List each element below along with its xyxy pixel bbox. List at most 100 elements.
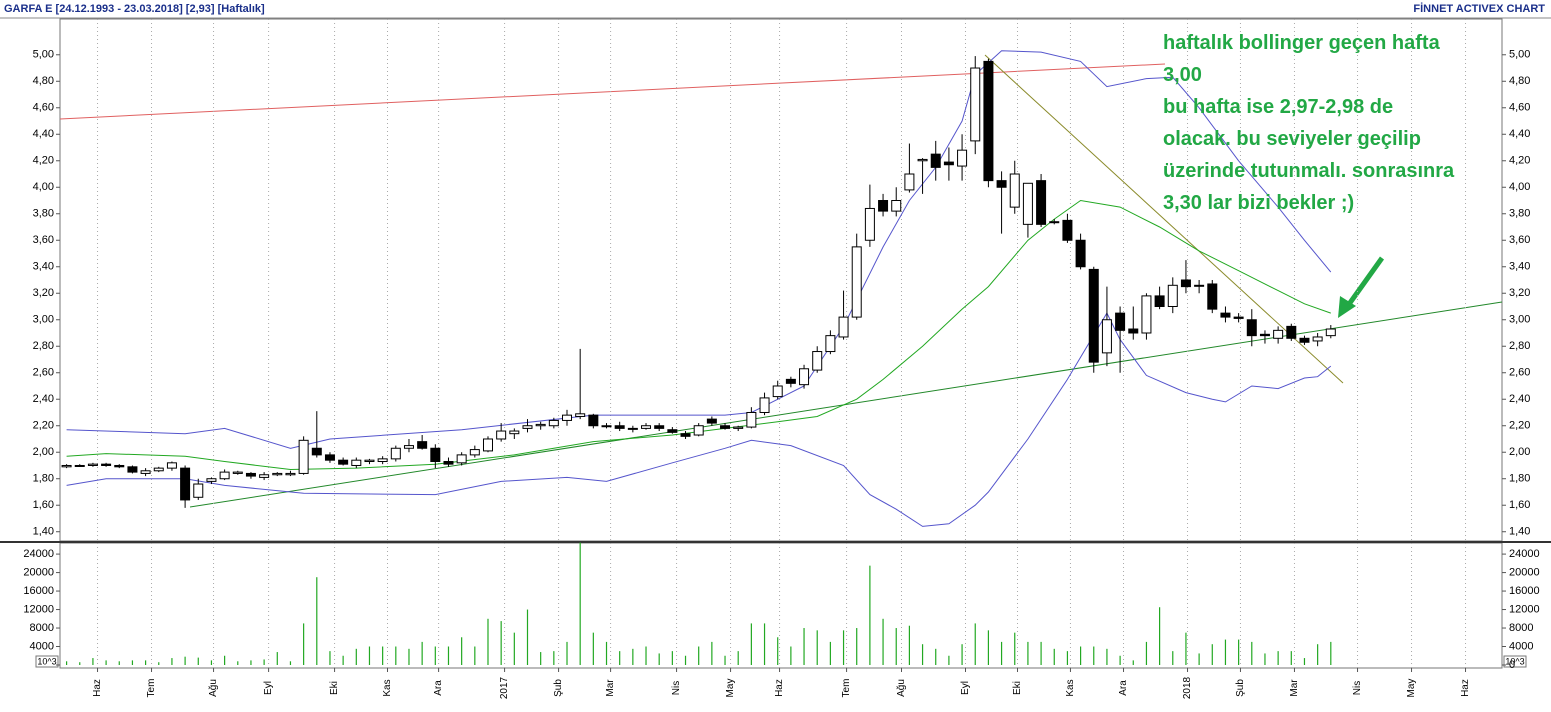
y-tick-label: 3,40: [1509, 261, 1530, 273]
candle-body: [219, 471, 230, 480]
x-tick-label: Haz: [1460, 679, 1471, 697]
x-tick-label: Ağu: [208, 679, 219, 697]
candle-body: [403, 445, 414, 449]
x-tick-label: Eki: [329, 681, 340, 695]
candle-body: [1075, 239, 1086, 268]
candle-body: [785, 378, 796, 384]
x-tick-label: Tem: [841, 679, 852, 698]
y-tick-label: 4,60: [1509, 102, 1530, 114]
candle-body: [311, 447, 322, 456]
annotation: olacak. bu seviyeler geçilip: [1163, 128, 1421, 150]
candle-body: [851, 246, 862, 318]
candle-body: [746, 411, 757, 428]
annotation: 3,00: [1163, 64, 1202, 86]
x-tick-label: Eyl: [960, 681, 971, 695]
candle-body: [140, 470, 151, 474]
candle-body: [1220, 312, 1231, 318]
y-tick-label: 4,80: [33, 75, 54, 87]
y-tick-label: 2,00: [1509, 446, 1530, 458]
candle-body: [878, 200, 889, 212]
x-tick-label: Nis: [1352, 681, 1363, 695]
y2-tick-label: 24000: [1509, 548, 1540, 560]
candle-body: [1286, 325, 1297, 339]
unit-box: [1503, 655, 1527, 668]
x-tick-label: Ara: [433, 680, 444, 696]
y2-tick-label: 16000: [23, 585, 54, 597]
y-tick-label: 3,40: [33, 261, 54, 273]
candle-body: [377, 458, 388, 463]
y-tick-label: 2,80: [33, 340, 54, 352]
candle-body: [1128, 328, 1139, 334]
source: FİNNET ACTIVEX CHART: [1413, 2, 1545, 15]
y2-tick-label: 24000: [23, 548, 54, 560]
candle-body: [101, 463, 112, 466]
y2-tick-label: 4000: [30, 640, 54, 652]
x-tick-label: Mar: [1289, 679, 1300, 697]
candle-body: [983, 60, 994, 182]
candle-body: [469, 449, 480, 456]
candle-body: [153, 467, 164, 472]
candle-body: [772, 385, 783, 398]
x-tick-label: May: [1406, 679, 1417, 698]
arrow-shaft: [1344, 256, 1385, 309]
candle-body: [1022, 182, 1033, 225]
bollinger-band: [66, 199, 1331, 471]
candle-body: [838, 316, 849, 338]
y-tick-label: 5,00: [33, 49, 54, 61]
candle-body: [193, 483, 204, 498]
y2-tick-label: 4000: [1509, 640, 1533, 652]
candle-body: [733, 426, 744, 429]
resistance-line: [59, 63, 1166, 120]
support-line: [189, 301, 1503, 508]
candle-body: [74, 464, 85, 467]
candle-body: [509, 430, 520, 435]
y-tick-label: 3,00: [1509, 314, 1530, 326]
candle-body: [61, 464, 72, 468]
candle-body: [1299, 337, 1310, 343]
candle-body: [627, 427, 638, 430]
y2-tick-label: 16000: [1509, 585, 1540, 597]
candle-body: [812, 351, 823, 371]
candle-body: [456, 454, 467, 464]
x-tick-label: Eki: [1012, 681, 1023, 695]
y-tick-label: 3,60: [33, 234, 54, 246]
y-tick-label: 1,40: [1509, 526, 1530, 538]
candle-body: [1009, 173, 1020, 208]
arrow-head: [1338, 296, 1356, 318]
y2-tick-label: 0: [1509, 659, 1515, 671]
candle-body: [1273, 329, 1284, 339]
y-tick-label: 3,20: [33, 287, 54, 299]
candle-body: [1062, 219, 1073, 241]
unit-box: [35, 655, 59, 668]
volume-unit: 10^3: [37, 656, 56, 666]
y-tick-label: 1,80: [1509, 473, 1530, 485]
y2-tick-label: 20000: [1509, 566, 1540, 578]
candle-body: [245, 472, 256, 477]
candle-body: [930, 153, 941, 168]
candle-body: [430, 447, 441, 463]
y-tick-label: 3,20: [1509, 287, 1530, 299]
y-tick-label: 4,40: [33, 128, 54, 140]
bollinger-band: [66, 312, 1332, 527]
candle-body: [1180, 279, 1191, 288]
x-tick-label: Haz: [92, 679, 103, 697]
y-tick-label: 4,00: [1509, 181, 1530, 193]
arrow: [1338, 256, 1385, 318]
volume-unit: 10^3: [1505, 656, 1524, 666]
y-tick-label: 2,60: [33, 367, 54, 379]
candle-body: [114, 464, 125, 468]
y2-tick-label: 12000: [23, 603, 54, 615]
candle-body: [232, 471, 243, 474]
candle-body: [535, 423, 546, 427]
x-tick-label: Kas: [1065, 679, 1076, 696]
annotation: üzerinde tutunmalı. sonrasınra: [1163, 160, 1455, 182]
y-tick-label: 1,60: [1509, 499, 1530, 511]
y-tick-label: 3,80: [33, 208, 54, 220]
candle-body: [1049, 221, 1060, 224]
x-tick-label: Tem: [146, 679, 157, 698]
y-tick-label: 2,00: [33, 446, 54, 458]
candle-body: [1088, 268, 1099, 363]
candle-body: [272, 472, 283, 476]
candle-body: [1233, 316, 1244, 319]
